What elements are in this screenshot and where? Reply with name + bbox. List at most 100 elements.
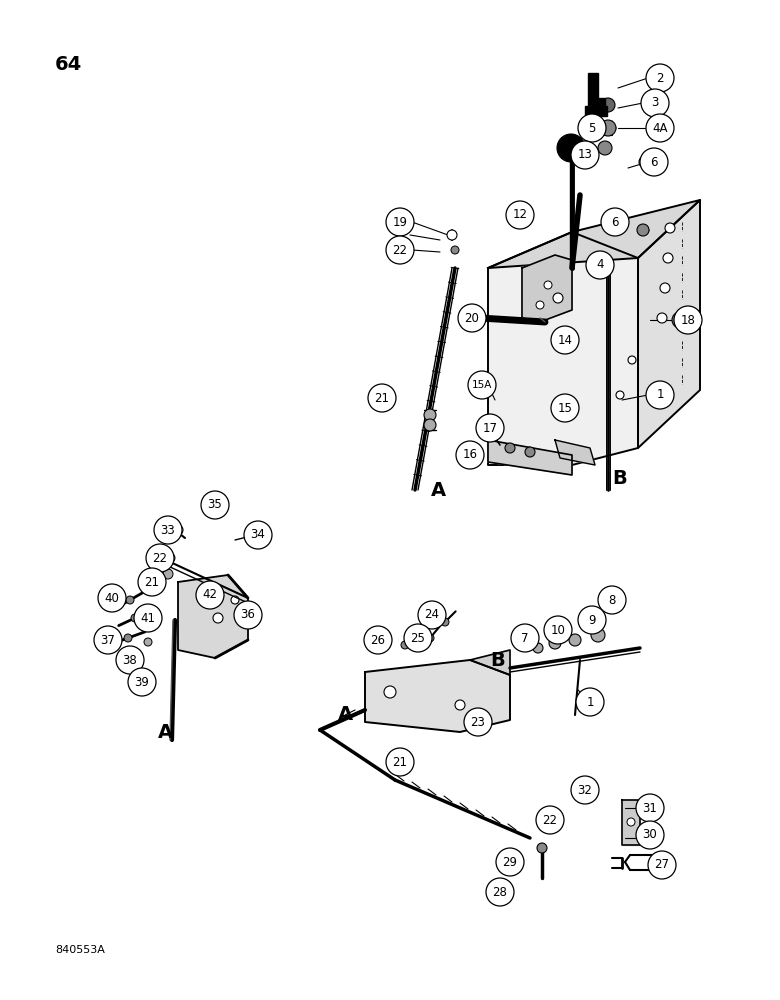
- Circle shape: [506, 201, 534, 229]
- Circle shape: [455, 700, 465, 710]
- Text: 6: 6: [651, 155, 658, 168]
- Circle shape: [244, 521, 272, 549]
- Text: 40: 40: [105, 591, 119, 604]
- Text: 27: 27: [654, 858, 669, 871]
- Text: 21: 21: [392, 756, 407, 768]
- Polygon shape: [555, 440, 595, 465]
- Circle shape: [571, 141, 599, 169]
- Circle shape: [144, 638, 152, 646]
- Circle shape: [646, 114, 674, 142]
- Circle shape: [163, 569, 173, 579]
- Text: 15A: 15A: [472, 380, 492, 390]
- Circle shape: [578, 114, 606, 142]
- Text: 5: 5: [588, 121, 596, 134]
- Text: 32: 32: [577, 784, 593, 796]
- Text: B: B: [612, 468, 627, 488]
- Polygon shape: [488, 440, 572, 475]
- Circle shape: [674, 306, 702, 334]
- Polygon shape: [522, 255, 572, 322]
- Circle shape: [628, 356, 636, 364]
- Text: 2: 2: [656, 72, 664, 85]
- Circle shape: [476, 414, 504, 442]
- Circle shape: [144, 606, 152, 614]
- Circle shape: [663, 253, 673, 263]
- Polygon shape: [178, 575, 248, 658]
- Circle shape: [386, 236, 414, 264]
- Circle shape: [505, 443, 515, 453]
- Polygon shape: [585, 106, 607, 116]
- Text: 4: 4: [596, 258, 604, 271]
- Text: 1: 1: [587, 696, 594, 708]
- Circle shape: [574, 152, 586, 164]
- Circle shape: [511, 624, 539, 652]
- Circle shape: [364, 626, 392, 654]
- Circle shape: [616, 391, 624, 399]
- Text: 33: 33: [161, 524, 176, 536]
- Text: 13: 13: [577, 148, 593, 161]
- Polygon shape: [488, 200, 700, 268]
- Circle shape: [386, 748, 414, 776]
- Circle shape: [646, 64, 674, 92]
- Circle shape: [533, 643, 543, 653]
- Text: 4A: 4A: [652, 121, 668, 134]
- Circle shape: [131, 614, 139, 622]
- Circle shape: [424, 409, 436, 421]
- Circle shape: [639, 156, 651, 168]
- Circle shape: [386, 208, 414, 236]
- Circle shape: [657, 313, 667, 323]
- Text: 15: 15: [558, 401, 573, 414]
- Circle shape: [640, 148, 668, 176]
- Circle shape: [496, 848, 524, 876]
- Circle shape: [576, 688, 604, 716]
- Circle shape: [557, 134, 585, 162]
- Circle shape: [646, 381, 674, 409]
- Circle shape: [665, 223, 675, 233]
- Circle shape: [146, 544, 174, 572]
- Text: 31: 31: [643, 802, 658, 814]
- Circle shape: [468, 371, 496, 399]
- Circle shape: [536, 301, 544, 309]
- Circle shape: [456, 441, 484, 469]
- Text: 840553A: 840553A: [55, 945, 105, 955]
- Circle shape: [458, 304, 486, 332]
- Text: 14: 14: [558, 334, 573, 347]
- Circle shape: [451, 246, 459, 254]
- Circle shape: [116, 646, 144, 674]
- Circle shape: [368, 384, 396, 412]
- Text: 7: 7: [521, 632, 529, 645]
- Circle shape: [128, 668, 156, 696]
- Circle shape: [598, 586, 626, 614]
- Circle shape: [569, 634, 581, 646]
- Circle shape: [424, 419, 436, 431]
- Text: 28: 28: [492, 886, 508, 898]
- Circle shape: [126, 596, 134, 604]
- Circle shape: [447, 230, 457, 240]
- Text: 42: 42: [203, 588, 218, 601]
- Circle shape: [598, 141, 612, 155]
- Circle shape: [636, 821, 664, 849]
- Circle shape: [404, 624, 432, 652]
- Text: 1: 1: [656, 388, 664, 401]
- Circle shape: [231, 596, 239, 604]
- Text: 16: 16: [463, 448, 477, 462]
- Text: 20: 20: [465, 312, 480, 324]
- Circle shape: [138, 568, 166, 596]
- Circle shape: [94, 626, 122, 654]
- Circle shape: [213, 613, 223, 623]
- Circle shape: [551, 326, 579, 354]
- Circle shape: [196, 581, 224, 609]
- Circle shape: [672, 312, 688, 328]
- Circle shape: [165, 553, 175, 563]
- Text: 24: 24: [424, 608, 439, 621]
- Circle shape: [637, 224, 649, 236]
- Circle shape: [464, 708, 492, 736]
- Text: 25: 25: [410, 632, 425, 645]
- Circle shape: [154, 516, 182, 544]
- Circle shape: [201, 491, 229, 519]
- Circle shape: [549, 637, 561, 649]
- Circle shape: [426, 634, 434, 642]
- Polygon shape: [622, 800, 640, 845]
- Text: 22: 22: [543, 814, 558, 826]
- Text: 10: 10: [551, 624, 566, 637]
- Text: A: A: [431, 481, 445, 499]
